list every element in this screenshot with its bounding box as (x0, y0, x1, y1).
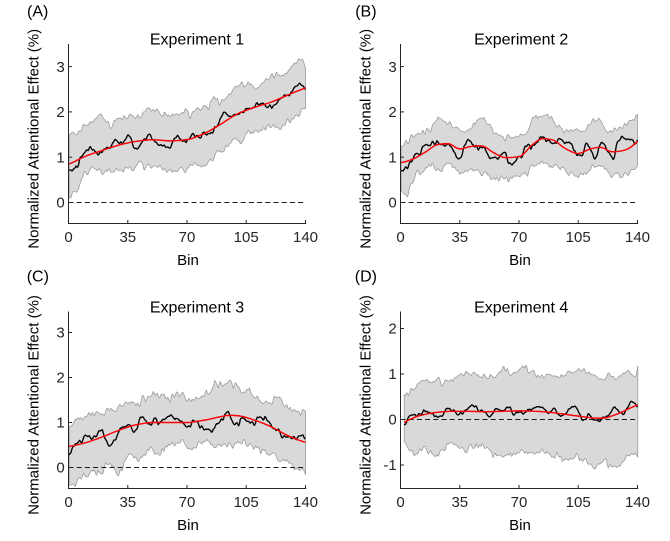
svg-text:Bin: Bin (509, 252, 531, 269)
svg-text:0: 0 (64, 229, 72, 246)
svg-text:0: 0 (396, 494, 404, 511)
svg-text:2: 2 (388, 321, 396, 338)
svg-text:Bin: Bin (509, 517, 531, 534)
svg-text:2: 2 (56, 370, 64, 387)
svg-text:70: 70 (179, 494, 196, 511)
svg-text:105: 105 (566, 494, 591, 511)
svg-text:140: 140 (625, 229, 650, 246)
svg-text:3: 3 (56, 59, 64, 76)
svg-text:1: 1 (388, 149, 396, 166)
svg-text:140: 140 (293, 494, 318, 511)
svg-text:0: 0 (64, 494, 72, 511)
svg-text:Normalized Attentional Effect: Normalized Attentional Effect (%) (358, 29, 375, 249)
svg-text:Experiment 2: Experiment 2 (474, 32, 568, 49)
svg-text:105: 105 (234, 494, 259, 511)
svg-text:Experiment 3: Experiment 3 (150, 300, 244, 317)
svg-text:Bin: Bin (177, 252, 199, 269)
svg-text:Experiment 1: Experiment 1 (150, 32, 244, 49)
svg-text:Normalized Attentional Effect: Normalized Attentional Effect (%) (26, 29, 43, 249)
svg-text:3: 3 (56, 325, 64, 342)
svg-text:105: 105 (234, 229, 259, 246)
svg-text:35: 35 (451, 494, 468, 511)
svg-text:2: 2 (388, 104, 396, 121)
svg-text:0: 0 (56, 460, 64, 477)
svg-text:1: 1 (56, 415, 64, 432)
svg-text:140: 140 (625, 494, 650, 511)
svg-text:0: 0 (388, 412, 396, 429)
svg-text:0: 0 (388, 195, 396, 212)
svg-text:(C): (C) (27, 268, 49, 285)
svg-text:1: 1 (56, 149, 64, 166)
svg-text:70: 70 (179, 229, 196, 246)
svg-text:35: 35 (119, 494, 136, 511)
svg-text:3: 3 (388, 59, 396, 76)
svg-text:140: 140 (293, 229, 318, 246)
svg-text:70: 70 (511, 229, 528, 246)
svg-text:Normalized Attentional Effect: Normalized Attentional Effect (%) (358, 295, 375, 515)
svg-text:(A): (A) (27, 3, 48, 20)
svg-text:(B): (B) (355, 3, 376, 20)
svg-text:Bin: Bin (177, 517, 199, 534)
svg-text:35: 35 (119, 229, 136, 246)
svg-text:1: 1 (388, 366, 396, 383)
svg-text:0: 0 (56, 195, 64, 212)
svg-text:-1: -1 (383, 457, 396, 474)
svg-text:0: 0 (396, 229, 404, 246)
svg-text:Experiment 4: Experiment 4 (474, 300, 568, 317)
svg-text:(D): (D) (355, 268, 377, 285)
svg-text:2: 2 (56, 104, 64, 121)
svg-text:105: 105 (566, 229, 591, 246)
svg-text:70: 70 (511, 494, 528, 511)
svg-text:Normalized Attentional Effect: Normalized Attentional Effect (%) (26, 295, 43, 515)
svg-text:35: 35 (451, 229, 468, 246)
